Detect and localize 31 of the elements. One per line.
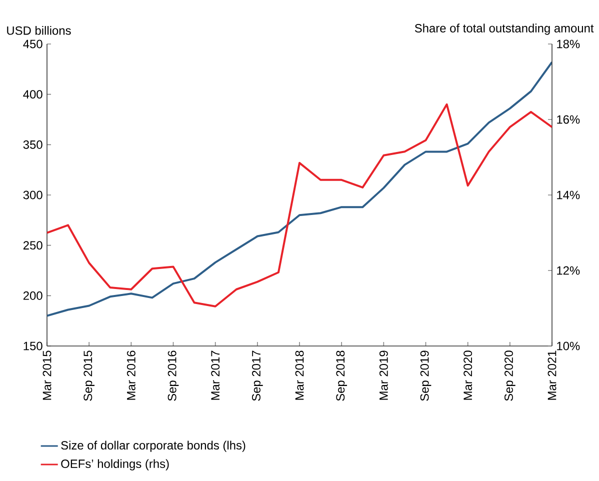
- y-axis-title: USD billions: [7, 26, 71, 35]
- x-tick-label: Sep 2015: [84, 350, 94, 401]
- y2-axis-title: Share of total outstanding amount: [414, 24, 594, 35]
- x-tick-label: Sep 2020: [504, 350, 516, 401]
- y-tick-label: 300: [23, 190, 42, 200]
- legend-label: OEFs’ holdings (rhs): [61, 459, 169, 470]
- y2-tick-label: 12%: [557, 266, 580, 275]
- y-tick-label: 400: [23, 90, 42, 99]
- y2-tick-label: 10%: [557, 342, 580, 350]
- x-tick-label: Mar 2018: [295, 350, 304, 400]
- x-tick-label: Sep 2018: [336, 350, 348, 401]
- x-tick-label: Sep 2019: [420, 350, 432, 401]
- y-tick-label: 200: [23, 291, 42, 300]
- y-tick-label: 150: [24, 342, 42, 350]
- legend-label: Size of dollar corporate bonds (lhs): [61, 440, 246, 452]
- x-tick-label: Mar 2015: [42, 350, 52, 400]
- y2-tick-label: 14%: [557, 190, 580, 200]
- x-tick-label: Mar 2019: [379, 350, 388, 400]
- x-tick-label: Mar 2020: [464, 350, 472, 400]
- x-tick-label: Mar 2016: [126, 350, 136, 400]
- y-tick-label: 450: [23, 40, 42, 48]
- x-tick-label: Mar 2017: [211, 350, 220, 400]
- line-series: [47, 61, 552, 317]
- x-tick-label: Sep 2017: [252, 350, 263, 401]
- y-tick-label: 350: [23, 140, 42, 149]
- x-tick-label: Sep 2016: [168, 350, 179, 401]
- y2-tick-label: 16%: [557, 115, 580, 124]
- y-tick-label: 250: [23, 241, 42, 250]
- x-tick-label: Mar 2021: [548, 350, 556, 400]
- y2-tick-label: 18%: [557, 40, 580, 48]
- line-series: [47, 103, 552, 308]
